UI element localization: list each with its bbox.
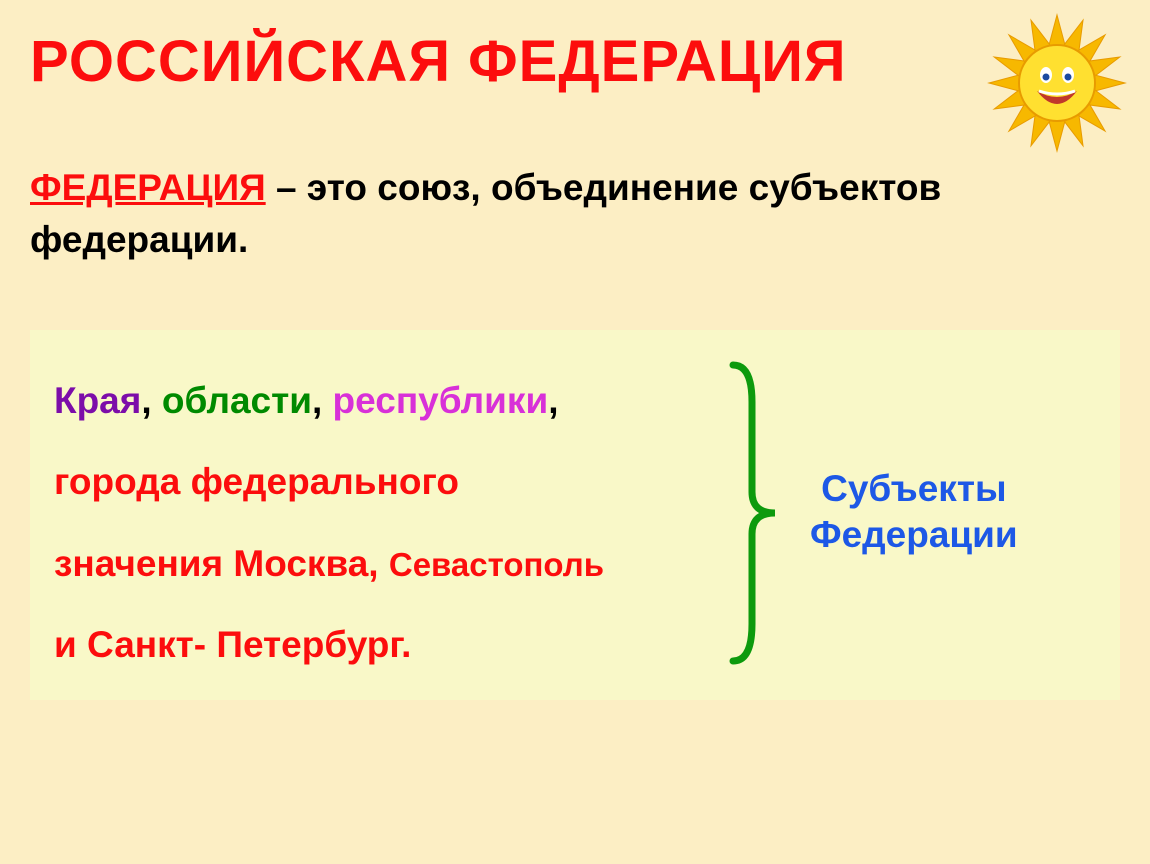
term-respubliki: республики — [333, 380, 549, 421]
sun-icon — [982, 8, 1132, 158]
term-sevastopol: Севастополь — [389, 546, 604, 583]
grouping-bracket — [730, 362, 780, 664]
content-box: Края, области, республики, города федера… — [30, 330, 1120, 700]
label-line-2: Федерации — [810, 514, 1018, 555]
subjects-list: Края, области, республики, города федера… — [54, 360, 694, 686]
list-line-2: города федерального — [54, 441, 694, 522]
list-line-3: значения Москва, Севастополь — [54, 523, 694, 604]
term-oblasti: области — [162, 380, 312, 421]
term-kraya: Края — [54, 380, 141, 421]
definition-term: ФЕДЕРАЦИЯ — [30, 167, 266, 208]
list-line-1: Края, области, республики, — [54, 360, 694, 441]
subjects-label: Субъекты Федерации — [810, 466, 1018, 559]
definition-block: ФЕДЕРАЦИЯ – это союз, объединение субъек… — [30, 162, 1120, 266]
label-line-1: Субъекты — [821, 468, 1006, 509]
title-text: РОССИЙСКАЯ ФЕДЕРАЦИЯ — [30, 29, 847, 94]
list-line-4: и Санкт- Петербург. — [54, 604, 694, 685]
slide-title: РОССИЙСКАЯ ФЕДЕРАЦИЯ — [30, 28, 847, 95]
